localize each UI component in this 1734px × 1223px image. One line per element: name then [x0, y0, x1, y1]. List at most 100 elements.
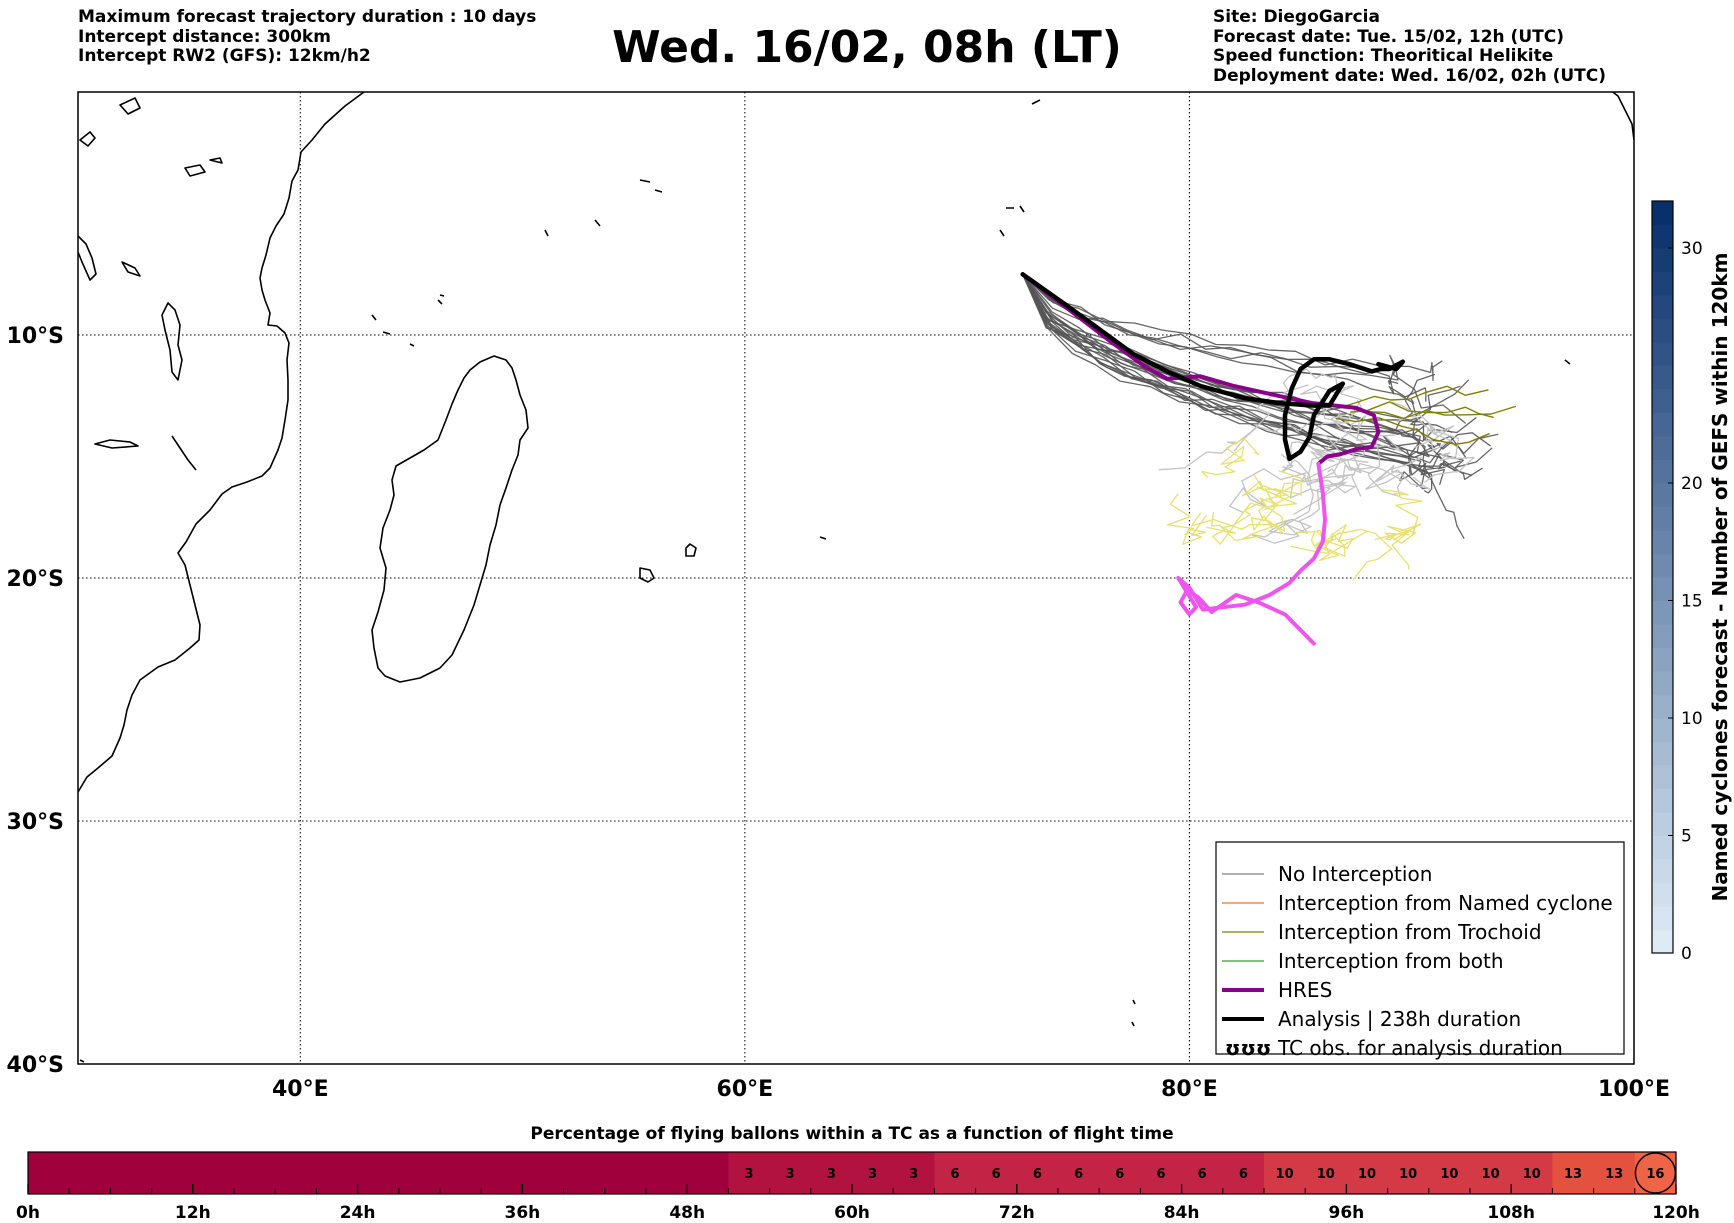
trochoid-track — [1341, 385, 1489, 408]
flight-time-cell — [975, 1152, 1018, 1194]
header-left: Maximum forecast trajectory duration : 1… — [78, 7, 537, 67]
flight-time-cell — [1387, 1152, 1430, 1194]
flight-time-cell — [604, 1152, 647, 1194]
colorbar-segment — [1652, 506, 1673, 531]
somalia-horn — [78, 235, 97, 281]
flight-time-value: 10 — [1276, 1167, 1294, 1182]
lake-malawi — [161, 302, 183, 381]
coastlines — [78, 92, 1634, 1063]
intercept-distance-text: Intercept distance: 300km — [78, 26, 331, 47]
colorbar-tick-label: 5 — [1681, 827, 1692, 847]
flight-time-value: 16 — [1646, 1167, 1664, 1182]
colorbar-segment — [1652, 342, 1673, 366]
y-tick-label: 20°S — [7, 567, 64, 592]
trajectories — [1020, 272, 1516, 646]
ensemble-track-yellow — [1211, 481, 1300, 545]
flight-time-cell — [1428, 1152, 1471, 1194]
ensemble-track-light — [1365, 456, 1432, 490]
flight-time-cell — [1016, 1152, 1059, 1194]
legend-label-both: Interception from both — [1278, 949, 1504, 973]
ensemble-track-dark — [1022, 273, 1429, 490]
flight-time-cell — [275, 1152, 317, 1194]
ensemble-track-yellow — [1258, 470, 1302, 522]
ensemble-track-light — [1268, 465, 1372, 536]
flight-time-tick-label: 120h — [1652, 1203, 1700, 1223]
colorbar-segment — [1652, 318, 1673, 343]
ensemble-track-light — [1249, 455, 1373, 544]
ensemble-track-dark — [1022, 273, 1467, 459]
flight-time-cell — [1222, 1152, 1265, 1194]
flight-time-value: 6 — [1115, 1167, 1124, 1182]
flight-time-cell — [522, 1152, 565, 1194]
ensemble-track-light — [1305, 412, 1349, 464]
flight-time-cell — [316, 1152, 359, 1194]
x-tick-label: 40°E — [272, 1077, 329, 1102]
flight-time-cell — [1593, 1152, 1636, 1194]
river-line — [171, 435, 197, 471]
site-text: Site: DiegoGarcia — [1213, 7, 1380, 27]
colorbar-tick-label: 15 — [1681, 592, 1703, 612]
ensemble-track-light — [1282, 368, 1355, 409]
legend-label-named: Interception from Named cyclone — [1278, 891, 1613, 915]
flight-time-value: 10 — [1523, 1167, 1541, 1182]
flight-time-value: 6 — [1033, 1167, 1042, 1182]
flight-time-cell — [234, 1152, 276, 1194]
map-gridlines — [78, 92, 1634, 1064]
x-tick-label: 80°E — [1161, 1077, 1218, 1102]
colorbar-segment — [1652, 271, 1673, 296]
colorbar-segment — [1652, 553, 1673, 578]
flight-time-tick-label: 108h — [1487, 1203, 1535, 1223]
flight-time-cell — [440, 1152, 482, 1194]
colorbar-segment — [1652, 459, 1673, 484]
colorbar-segment — [1652, 882, 1673, 907]
colorbar-segment — [1652, 835, 1673, 860]
flight-time-value: 10 — [1399, 1167, 1417, 1182]
southern-islands — [79, 999, 1136, 1063]
africa-north-islands — [79, 97, 223, 177]
africa-coastline — [78, 92, 365, 793]
colorbar-segment — [1652, 365, 1673, 390]
flight-time-cell — [852, 1152, 894, 1194]
colorbar-segment — [1652, 741, 1673, 766]
rodrigues-dot — [819, 536, 827, 540]
flight-time-tick-label: 48h — [669, 1203, 705, 1223]
flight-time-cell — [1470, 1152, 1512, 1194]
ensemble-track-light — [1233, 400, 1362, 452]
max-duration-text: Maximum forecast trajectory duration : 1… — [78, 7, 537, 27]
ensemble-track-yellow — [1166, 493, 1207, 545]
ensemble-track-dark — [1022, 273, 1427, 402]
flight-time-cell — [398, 1152, 441, 1194]
flight-time-cell — [1099, 1152, 1141, 1194]
legend-label-analysis: Analysis | 238h duration — [1278, 1007, 1521, 1031]
ensemble-track-light — [1330, 387, 1367, 443]
flight-time-value: 6 — [1239, 1167, 1248, 1182]
colorbar-segment — [1652, 859, 1673, 883]
x-tick-label: 100°E — [1598, 1077, 1670, 1102]
flight-time-cell — [687, 1152, 729, 1194]
flight-time-cell — [151, 1152, 194, 1194]
colorbar-segment — [1652, 788, 1673, 813]
colorbar-tick-label: 30 — [1681, 239, 1703, 259]
flight-time-tick-label: 60h — [834, 1203, 870, 1223]
colorbar-segment — [1652, 530, 1673, 554]
madagascar-coastline — [371, 355, 529, 683]
colorbar-segment — [1652, 812, 1673, 836]
legend-label-hres: HRES — [1278, 978, 1332, 1002]
colorbar-segment — [1652, 718, 1673, 742]
flight-time-cell — [563, 1152, 606, 1194]
colorbar-segment — [1652, 929, 1673, 954]
flight-time-tick-label: 0h — [16, 1203, 40, 1223]
colorbar-segment — [1652, 389, 1673, 413]
map-frame — [77, 91, 1635, 1065]
colorbar-segment — [1652, 224, 1673, 249]
speed-function-text: Speed function: Theoritical Helikite — [1213, 46, 1554, 66]
flight-time-tick-label: 72h — [999, 1203, 1035, 1223]
flight-time-value: 3 — [868, 1167, 877, 1182]
flight-time-value: 13 — [1605, 1167, 1623, 1182]
trochoid-track — [1335, 417, 1490, 445]
ensemble-track-light — [1282, 415, 1362, 483]
flight-time-cell — [810, 1152, 853, 1194]
flight-time-bar: Percentage of flying ballons within a TC… — [16, 1124, 1700, 1223]
flight-time-tick-label: 36h — [505, 1203, 541, 1223]
